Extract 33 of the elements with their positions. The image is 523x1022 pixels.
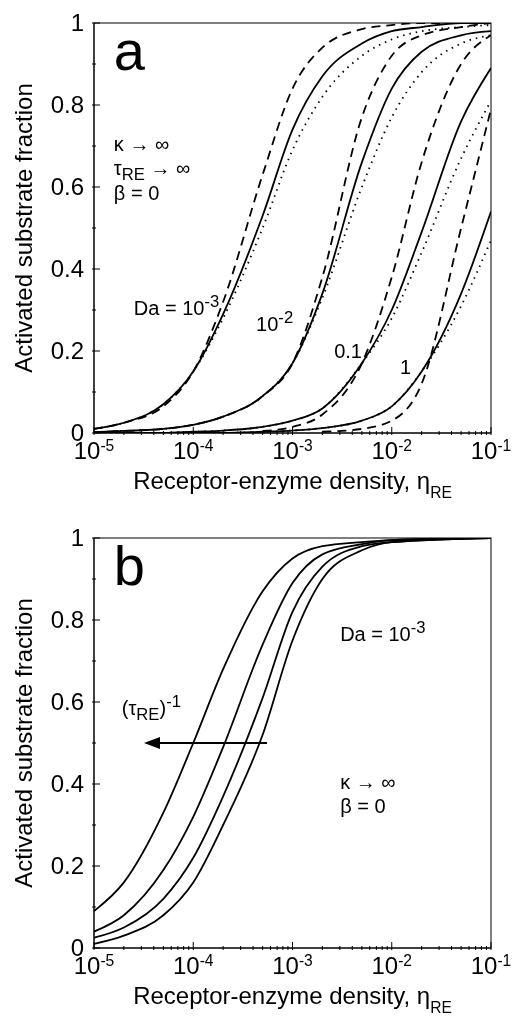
annotation: Da = 10$^{-3}$ xyxy=(340,618,426,645)
annotation: β = 0 xyxy=(340,795,386,818)
x-tick-label: 10$^{-3}$ xyxy=(272,436,313,464)
annotation: b xyxy=(113,534,145,597)
y-tick-label: 0.8 xyxy=(50,91,84,118)
annotation: 1 xyxy=(400,356,412,379)
x-tick-label: 10$^{-2}$ xyxy=(371,951,413,979)
y-tick-label: 0.2 xyxy=(50,337,84,364)
annotation: κ → ∞ xyxy=(340,770,396,793)
x-tick-label: 10$^{-1}$ xyxy=(470,951,512,979)
annotation: 10$^{-2}$ xyxy=(256,308,294,336)
x-tick-label: 10$^{-1}$ xyxy=(470,436,512,464)
annotation: a xyxy=(113,19,145,82)
y-tick-label: 0.6 xyxy=(50,688,84,715)
x-axis-title: Receptor-enzyme density, η$_{RE}$ xyxy=(133,467,452,501)
x-tick-label: 10$^{-4}$ xyxy=(172,436,214,464)
x-tick-label: 10$^{-2}$ xyxy=(371,436,413,464)
y-tick-label: 1 xyxy=(70,524,84,551)
y-tick-label: 0.4 xyxy=(50,255,84,282)
x-axis-title: Receptor-enzyme density, η$_{RE}$ xyxy=(133,982,452,1016)
x-tick-label: 10$^{-4}$ xyxy=(172,951,214,979)
y-tick-label: 0.6 xyxy=(50,173,84,200)
y-tick-label: 0.8 xyxy=(50,606,84,633)
y-tick-label: 1 xyxy=(70,9,84,36)
x-tick-label: 10$^{-3}$ xyxy=(272,951,313,979)
y-tick-label: 0.2 xyxy=(50,852,84,879)
annotation: Da = 10$^{-3}$ xyxy=(133,292,220,319)
annotation: (τ$_{RE}$)$^{-1}$ xyxy=(121,691,181,724)
annotation: κ → ∞ xyxy=(113,132,170,155)
y-axis-title: Activated substrate fraction xyxy=(10,598,37,888)
y-axis-title: Activated substrate fraction xyxy=(10,83,37,373)
y-tick-label: 0.4 xyxy=(50,770,84,797)
annotation: 0.1 xyxy=(334,340,362,362)
